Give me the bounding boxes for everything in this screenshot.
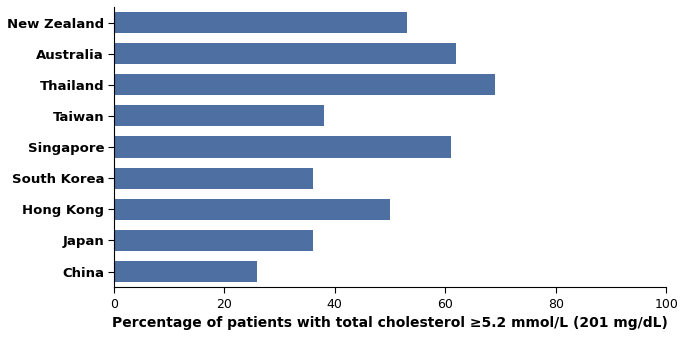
Bar (114, 167, 312, 189)
Bar (114, 261, 258, 282)
Bar (114, 43, 456, 64)
Bar (114, 12, 406, 33)
Bar (114, 105, 324, 126)
Bar (114, 74, 495, 95)
X-axis label: Percentage of patients with total cholesterol ≥5.2 mmol/L (201 mg/dL): Percentage of patients with total choles… (112, 316, 668, 330)
Bar (114, 230, 312, 251)
Bar (114, 136, 451, 158)
Bar (114, 199, 390, 220)
